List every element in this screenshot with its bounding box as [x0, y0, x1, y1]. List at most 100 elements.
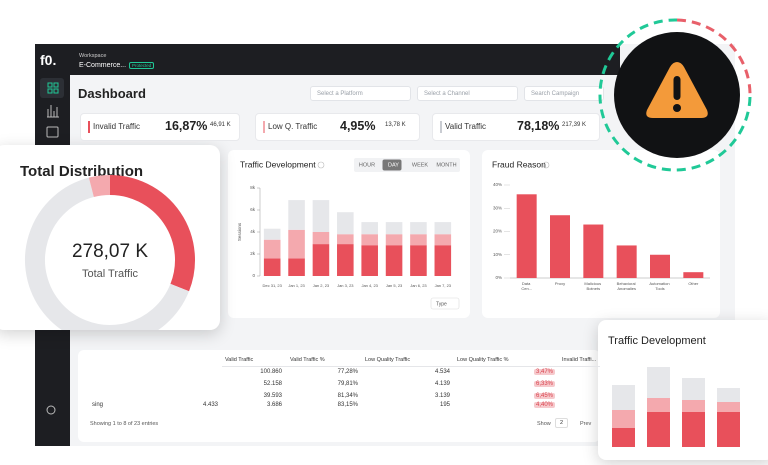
bar-segment	[337, 244, 354, 276]
x-tick-label: Dec 31, 23	[263, 283, 283, 288]
cell: 4.534	[434, 369, 450, 375]
kpi-count: 13,78 K	[385, 122, 406, 128]
tab[interactable]: WEEK	[412, 162, 429, 168]
bar-segment	[717, 412, 740, 447]
x-tick-label: Malicious Botnets	[584, 281, 602, 291]
bar-segment	[312, 244, 330, 276]
page-title: Dashboard	[78, 86, 146, 101]
cell: 4.139	[434, 381, 450, 387]
kpi-card	[80, 113, 240, 141]
kpi-percent: 4,95%	[340, 119, 376, 133]
bar-segment	[385, 234, 403, 246]
filter[interactable]: Search Campaign	[524, 86, 604, 101]
icon[interactable]	[46, 126, 59, 138]
table-header: Low Quality Traffic	[365, 357, 411, 363]
filter[interactable]: Select a Channel	[417, 86, 518, 101]
cell: 6,45%	[533, 393, 555, 399]
y-tick-label: 40%	[493, 182, 502, 187]
exclamation	[673, 76, 681, 100]
x-tick-label: Data Cen...	[521, 281, 532, 291]
workspace[interactable]: E-Commerce...	[79, 62, 127, 69]
table-header: Valid Traffic	[225, 357, 254, 363]
bar-segment	[410, 245, 427, 276]
cell: 83,15%	[337, 402, 358, 408]
tab[interactable]: HOUR	[359, 162, 375, 168]
kpi-marker	[88, 121, 90, 133]
tab[interactable]: MONTH	[436, 162, 456, 168]
donut-segment	[109, 175, 195, 292]
y-tick-label: 20%	[493, 229, 502, 234]
y-tick-label: 6k	[250, 207, 256, 212]
bar	[650, 254, 670, 278]
icon[interactable]	[47, 82, 53, 88]
bar-segment	[717, 388, 740, 402]
bar-segment	[361, 245, 378, 276]
icon	[47, 88, 53, 94]
bar-segment	[385, 222, 403, 235]
cell: 4.433	[202, 402, 218, 408]
bar-segment	[263, 239, 281, 259]
bar-segment	[361, 222, 378, 235]
icon[interactable]	[47, 105, 59, 118]
kpi-count: 217,39 K	[562, 122, 587, 128]
filter[interactable]: Select a Platform	[310, 86, 411, 101]
bar-segment	[263, 258, 281, 276]
bar-segment	[385, 245, 403, 276]
bar	[683, 272, 704, 278]
table-rule	[222, 366, 600, 367]
bar-segment	[288, 258, 305, 276]
bar-segment	[647, 367, 670, 398]
kpi-count: 46,91 K	[210, 122, 231, 128]
bar	[516, 194, 537, 278]
cell: 195	[439, 402, 450, 408]
bar-segment	[612, 410, 635, 428]
mini-chart: Traffic Development	[608, 335, 740, 447]
show-select[interactable]: 2	[555, 418, 569, 428]
bar-segment	[361, 234, 378, 246]
bar-segment	[717, 402, 740, 412]
cell: 79,81%	[337, 381, 358, 387]
chart-title: Fraud Reason	[492, 159, 546, 169]
bar-segment	[682, 412, 705, 447]
icon[interactable]	[46, 405, 56, 415]
y-tick-label: 2k	[250, 251, 256, 256]
bar-segment	[288, 200, 305, 230]
cell: 52.158	[263, 381, 282, 387]
kpi-marker	[440, 121, 442, 133]
bar-segment	[337, 234, 354, 245]
dropdown[interactable]	[430, 297, 460, 310]
kpi-label: Invalid Traffic	[93, 122, 140, 131]
y-tick-label: 8k	[250, 185, 256, 190]
prev-button[interactable]: Prev	[580, 421, 592, 427]
workspace-label: Workspace	[79, 53, 107, 59]
x-tick-label: Proxy	[555, 281, 565, 286]
bar-segment	[434, 245, 452, 276]
cell: 3,47%	[533, 369, 555, 375]
cell: 3.139	[434, 393, 450, 399]
exclamation-dot	[673, 104, 681, 112]
logo[interactable]: f0.	[40, 52, 57, 68]
tab-group	[354, 158, 460, 172]
y-tick-label: 0	[252, 273, 255, 278]
x-tick-label: Other	[688, 281, 699, 286]
cell: 39.593	[263, 393, 282, 399]
chart-title: Traffic Development	[608, 335, 706, 347]
top-bar	[35, 44, 620, 75]
x-tick-label: Jan 4, 23	[361, 283, 378, 288]
bar	[616, 245, 637, 278]
bar-segment	[647, 412, 670, 447]
bar-segment	[410, 222, 427, 235]
dropdown-label: Type	[436, 301, 447, 307]
bar-segment	[312, 232, 330, 245]
bar-segment	[263, 228, 281, 240]
tab[interactable]: DAY	[388, 162, 399, 168]
bar-segment	[434, 222, 452, 235]
y-tick-label: 4k	[250, 229, 256, 234]
bar-segment	[434, 234, 452, 246]
center-value: 278,07 K	[72, 241, 148, 262]
cell: 81,34%	[337, 393, 358, 399]
y-tick-label: 0%	[495, 275, 502, 280]
x-tick-label: Jan 7, 23	[435, 283, 452, 288]
